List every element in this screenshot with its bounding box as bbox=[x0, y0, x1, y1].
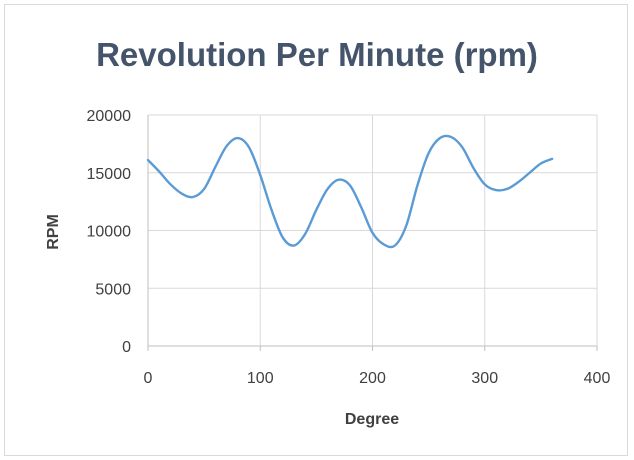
y-tick-label: 10000 bbox=[87, 224, 132, 241]
y-tick-label: 20000 bbox=[87, 108, 132, 125]
y-tick-label: 0 bbox=[122, 339, 131, 356]
x-tick-label: 0 bbox=[144, 370, 153, 387]
y-tick-label: 15000 bbox=[87, 166, 132, 183]
rpm-series-line bbox=[146, 134, 554, 249]
x-tick-label: 100 bbox=[247, 370, 274, 387]
x-tick-label: 200 bbox=[359, 370, 386, 387]
y-tick-label: 5000 bbox=[95, 281, 131, 298]
axes: 0 5000 10000 15000 20000 0 100 200 300 400 bbox=[87, 108, 611, 387]
y-axis-label: RPM bbox=[45, 214, 62, 250]
x-tick-label: 400 bbox=[584, 370, 611, 387]
x-tick-label: 300 bbox=[471, 370, 498, 387]
plot-area bbox=[146, 134, 554, 249]
x-axis-label: Degree bbox=[345, 411, 399, 428]
chart-title: Revolution Per Minute (rpm) bbox=[96, 36, 538, 73]
